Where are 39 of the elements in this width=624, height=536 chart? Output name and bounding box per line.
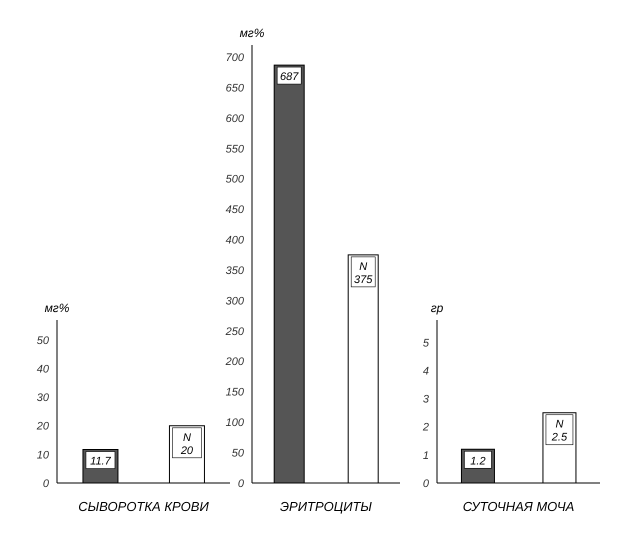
y-tick-label: 20 <box>36 420 50 433</box>
data-label: 11.7 <box>90 456 112 468</box>
y-tick-label: 700 <box>226 52 245 64</box>
y-tick-label: 350 <box>226 264 245 277</box>
y-tick-label: 100 <box>226 417 245 430</box>
y-axis-title: гр <box>430 301 444 315</box>
y-tick-label: 2 <box>422 422 429 434</box>
data-label: N 20 <box>180 432 194 457</box>
y-tick-label: 550 <box>226 143 245 156</box>
y-tick-label: 50 <box>36 334 50 347</box>
y-tick-label: 0 <box>42 478 50 490</box>
data-label: 1.2 <box>470 455 486 468</box>
y-axis-title: мг% <box>240 26 265 40</box>
x-axis-title: СУТОЧНАЯ МОЧА <box>462 499 574 514</box>
y-tick-label: 0 <box>238 478 245 490</box>
y-tick-label: 1 <box>422 450 429 462</box>
y-tick-label: 600 <box>226 112 245 125</box>
y-tick-label: 650 <box>226 82 245 94</box>
y-tick-label: 250 <box>224 326 245 338</box>
x-axis-title: ЭРИТРОЦИТЫ <box>280 499 372 514</box>
data-label: N 375 <box>354 260 374 286</box>
y-tick-label: 150 <box>226 386 245 399</box>
y-tick-label: 300 <box>226 295 245 308</box>
y-tick-label: 0 <box>422 478 430 490</box>
y-tick-label: 4 <box>422 365 429 378</box>
x-axis-title: СЫВОРОТКА КРОВИ <box>78 499 210 514</box>
data-label: N 2.5 <box>550 418 568 444</box>
y-axis-title: мг% <box>44 301 70 315</box>
y-tick-label: 40 <box>36 364 50 376</box>
y-tick-label: 3 <box>422 394 430 406</box>
y-tick-label: 400 <box>226 234 245 247</box>
y-tick-label: 200 <box>224 356 245 368</box>
y-tick-label: 30 <box>36 392 50 404</box>
y-tick-label: 450 <box>226 204 245 216</box>
y-tick-label: 10 <box>36 449 50 462</box>
y-tick-label: 50 <box>232 447 245 460</box>
y-tick-label: 5 <box>422 337 430 350</box>
y-tick-label: 500 <box>226 174 245 186</box>
data-label: 687 <box>280 71 300 84</box>
